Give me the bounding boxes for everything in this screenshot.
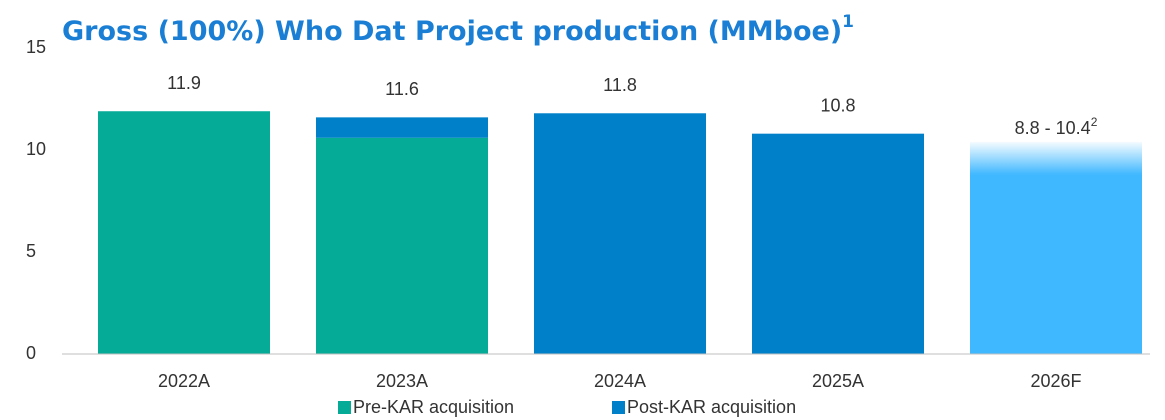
y-tick-label: 5 [26,241,36,261]
data-label: 11.6 [385,79,419,99]
x-tick-label: 2025A [812,371,864,391]
x-tick-label: 2022A [158,371,210,391]
forecast-label: 8.8 - 10.42 [1015,115,1098,138]
y-tick-label: 10 [26,139,46,159]
data-label: 11.8 [603,75,637,95]
x-tick-label: 2026F [1030,371,1081,391]
bar-segment [752,133,924,354]
legend-swatch [338,401,351,414]
legend-swatch [612,401,625,414]
bar-segment [316,137,488,354]
x-tick-label: 2024A [594,371,646,391]
bar-segment [316,117,488,138]
y-tick-label: 0 [26,343,36,363]
bar-segment [534,113,706,354]
forecast-label-text: 8.8 - 10.4 [1015,118,1091,138]
forecast-bar [970,174,1142,354]
title-footnote: 1 [842,12,854,32]
forecast-range-fade [970,141,1142,175]
title-text: Gross (100%) Who Dat Project production … [62,16,842,47]
data-label: 10.8 [820,95,855,115]
bar-segment [98,111,270,355]
legend-label: Pre-KAR acquisition [353,397,514,417]
legend-label: Post-KAR acquisition [627,397,796,417]
data-label: 11.9 [167,73,201,93]
chart-title: Gross (100%) Who Dat Project production … [62,12,854,47]
forecast-footnote: 2 [1091,115,1098,129]
y-tick-label: 15 [26,37,46,57]
x-tick-label: 2023A [376,371,428,391]
